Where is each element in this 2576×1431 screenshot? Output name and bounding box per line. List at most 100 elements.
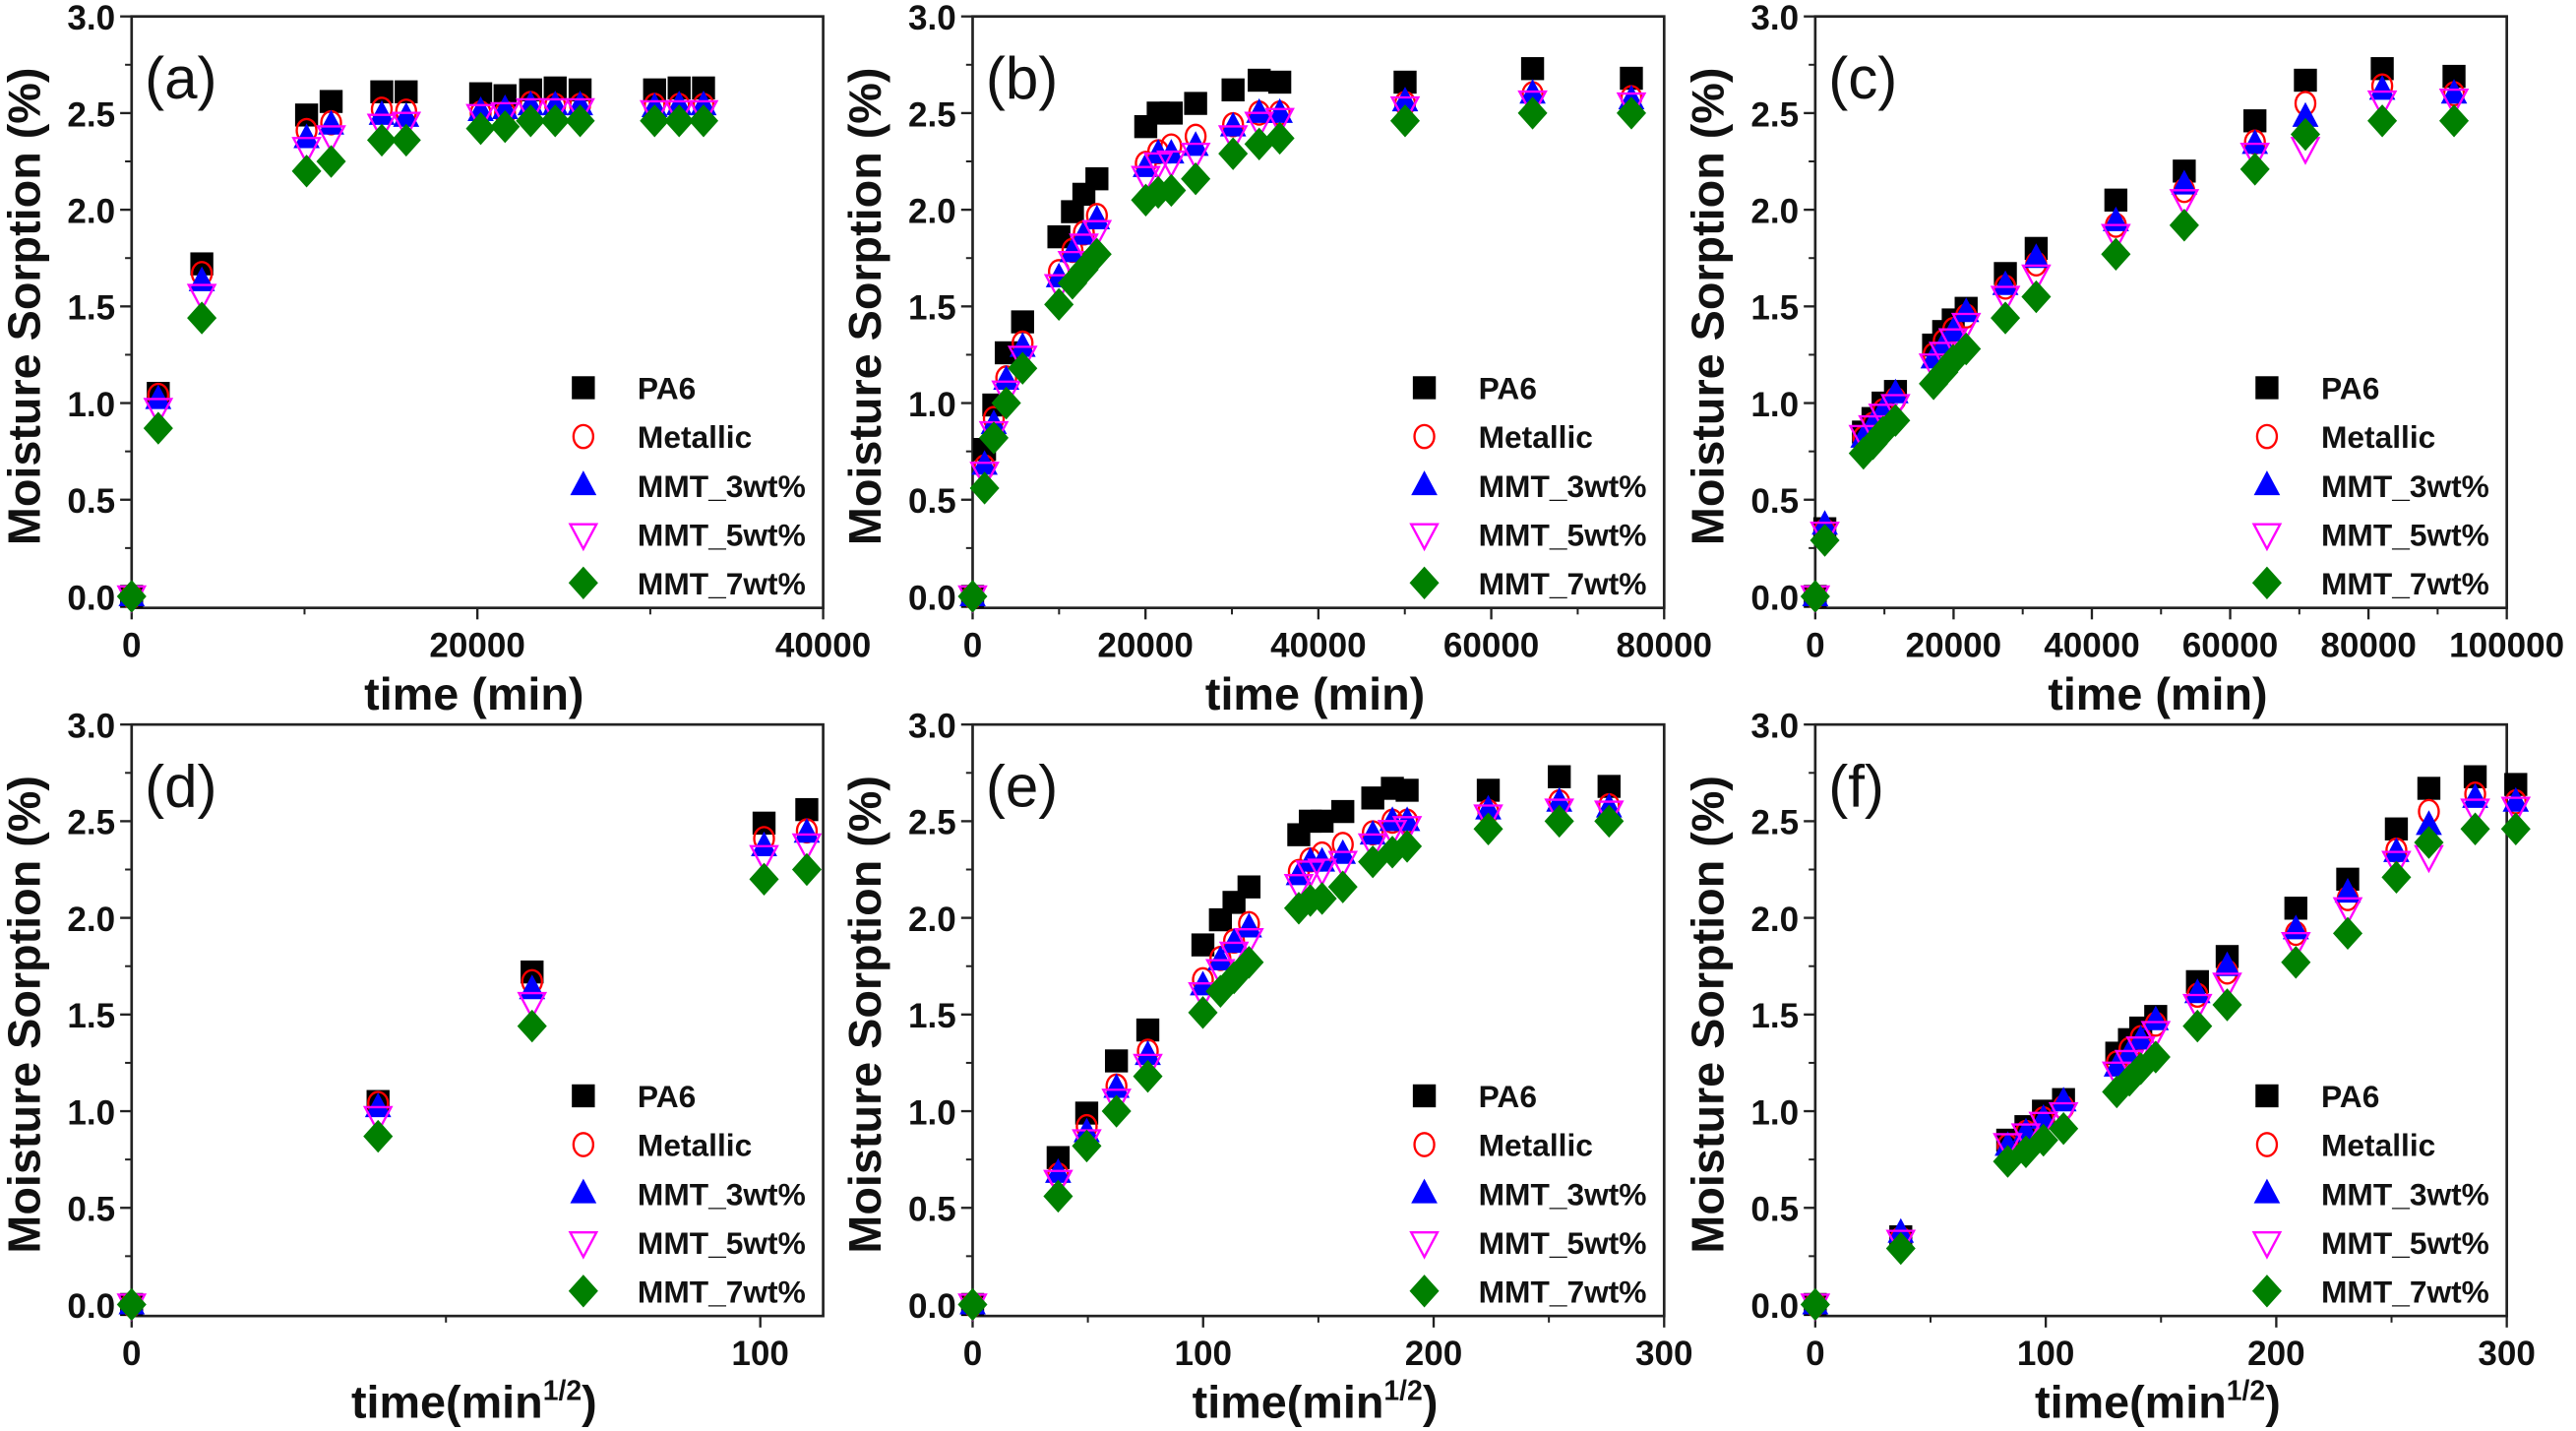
- y-tick-label: 0.5: [908, 1191, 956, 1229]
- legend-label: MMT_3wt%: [1479, 468, 1647, 504]
- data-point: [143, 411, 173, 445]
- data-point: [751, 831, 777, 856]
- y-tick-label: 0.0: [1750, 579, 1799, 617]
- x-axis-label: time(min1/2): [351, 1375, 597, 1427]
- data-point: [291, 155, 322, 188]
- data-point: [2502, 786, 2530, 812]
- legend-label: PA6: [1479, 1079, 1537, 1114]
- series-mmt-5wt-: [116, 97, 719, 614]
- data-point: [186, 283, 217, 313]
- panel-label: (c): [1828, 45, 1897, 111]
- data-point: [468, 82, 493, 105]
- data-point: [978, 421, 1010, 455]
- y-tick-label: 1.5: [908, 997, 956, 1035]
- data-point: [1009, 332, 1036, 357]
- data-point: [2460, 798, 2490, 828]
- legend-label: PA6: [1479, 371, 1537, 406]
- data-point: [395, 80, 418, 103]
- x-tick-label: 0: [963, 627, 983, 665]
- data-point: [565, 97, 595, 127]
- plot-frame: [971, 15, 1666, 609]
- data-point: [364, 1092, 392, 1118]
- y-tick-label: 0.0: [67, 579, 115, 617]
- series-metallic: [120, 91, 715, 609]
- x-axis-label-close: ): [2265, 1377, 2281, 1428]
- legend: PA6 Metallic MMT_3wt% MMT_5wt% MMT_7wt%: [568, 371, 806, 601]
- legend-marker: [1409, 566, 1440, 599]
- data-point: [1393, 806, 1421, 832]
- data-point: [2370, 57, 2394, 81]
- data-point: [116, 1287, 147, 1322]
- legend-marker: [1413, 1132, 1436, 1157]
- legend-marker: [572, 1084, 595, 1108]
- data-point: [1310, 809, 1334, 834]
- legend-label: MMT_3wt%: [2321, 1176, 2489, 1212]
- x-axis-label-text: time (min): [364, 668, 583, 719]
- data-point: [316, 145, 346, 178]
- data-point: [1283, 874, 1315, 902]
- data-point: [2438, 88, 2470, 117]
- data-point: [1206, 945, 1234, 970]
- plot-frame: [1813, 15, 2508, 609]
- y-tick-label: 1.0: [908, 386, 956, 424]
- y-axis-label: Moisture Sorption (%): [839, 68, 890, 546]
- data-point: [1218, 137, 1249, 170]
- data-point: [2439, 104, 2470, 138]
- data-point: [1331, 799, 1355, 824]
- data-point: [2381, 860, 2412, 895]
- legend-label: MMT_5wt%: [2321, 1225, 2489, 1261]
- y-tick-label: 3.0: [1750, 708, 1799, 746]
- data-point: [2463, 765, 2487, 788]
- x-axis-label-text: time(min: [1193, 1377, 1384, 1428]
- legend-label: MMT_3wt%: [2321, 468, 2489, 504]
- x-tick-label: 80000: [1617, 627, 1712, 665]
- legend-label: PA6: [2321, 1079, 2379, 1114]
- x-tick-label: 300: [1635, 1335, 1692, 1373]
- y-tick-label: 3.0: [908, 708, 956, 746]
- data-point: [667, 76, 691, 100]
- data-point: [316, 125, 346, 154]
- legend-label: MMT_7wt%: [1479, 1274, 1647, 1309]
- data-point: [2284, 897, 2307, 920]
- data-point: [2462, 782, 2488, 808]
- data-point: [749, 844, 779, 874]
- data-point: [1616, 96, 1647, 130]
- data-point: [517, 1009, 547, 1043]
- x-tick-label: 300: [2478, 1335, 2535, 1373]
- data-point: [393, 101, 420, 127]
- x-tick-label: 100: [731, 1335, 788, 1373]
- data-point: [1101, 1089, 1132, 1117]
- data-point: [1104, 1049, 1129, 1073]
- legend-label: MMT_7wt%: [1479, 566, 1647, 601]
- data-point: [2384, 817, 2409, 840]
- y-tick-label: 2.5: [67, 804, 115, 842]
- data-point: [1181, 161, 1211, 196]
- chart-panel-b: 0.0 0.5 1.0 1.5 2.0 2.5 3.0 0 20000 40000 60000 800…: [839, 0, 1712, 719]
- data-point: [145, 384, 172, 409]
- y-tick-label: 1.5: [1750, 289, 1799, 328]
- x-axis-label: time(min1/2): [1193, 1375, 1439, 1427]
- y-tick-label: 3.0: [1750, 0, 1799, 37]
- data-point: [795, 797, 819, 822]
- y-tick-label: 1.5: [1750, 997, 1799, 1035]
- data-point: [1594, 804, 1625, 839]
- data-point: [1101, 1094, 1132, 1128]
- y-axis-label: Moisture Sorption (%): [0, 776, 49, 1254]
- y-tick-label: 1.0: [67, 386, 115, 424]
- x-axis-label-close: ): [582, 1377, 597, 1428]
- data-point: [2417, 777, 2441, 800]
- data-point: [517, 91, 544, 116]
- y-tick-label: 0.5: [67, 482, 115, 521]
- chart-panel-f: 0.0 0.5 1.0 1.5 2.0 2.5 3.0 0 100 200 300 time(min1…: [1682, 708, 2536, 1428]
- data-point: [2182, 1009, 2213, 1043]
- data-point: [2500, 812, 2531, 845]
- data-point: [2171, 169, 2198, 195]
- legend-label: Metallic: [638, 1128, 752, 1163]
- data-point: [2281, 946, 2311, 979]
- legend-marker: [2255, 423, 2279, 450]
- data-point: [1476, 778, 1501, 802]
- plot-frame: [1813, 722, 2508, 1318]
- data-point: [1393, 70, 1417, 94]
- data-point: [1395, 778, 1419, 802]
- data-point: [1085, 167, 1109, 191]
